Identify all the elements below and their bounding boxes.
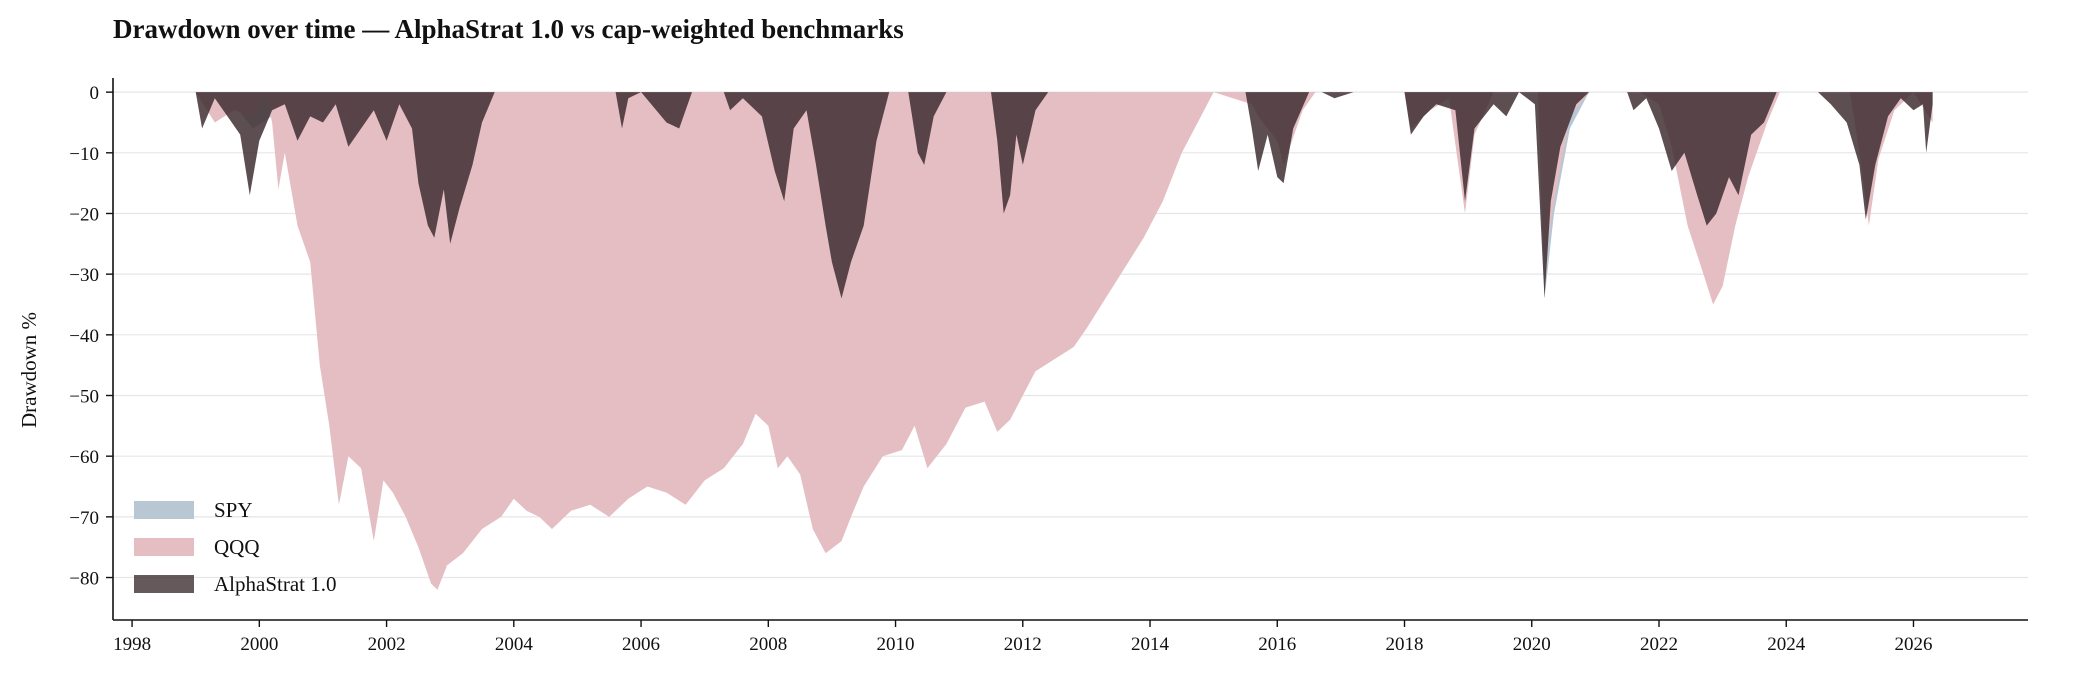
y-tick-label: −60 [69, 447, 99, 468]
x-tick-label: 2014 [1131, 634, 1170, 655]
x-tick-label: 2022 [1640, 634, 1678, 655]
y-tick-label: −10 [69, 144, 99, 165]
x-tick-label: 2002 [368, 634, 406, 655]
x-tick-label: 2012 [1004, 634, 1042, 655]
x-tick-label: 2008 [749, 634, 787, 655]
series-area-qqq [195, 92, 1933, 590]
x-tick-label: 2020 [1513, 634, 1551, 655]
legend-label-spy: SPY [214, 498, 253, 522]
y-axis-label: Drawdown % [17, 312, 41, 428]
y-tick-label: −70 [69, 508, 99, 529]
x-tick-label: 2000 [240, 634, 278, 655]
x-tick-label: 1998 [113, 634, 151, 655]
legend-swatch-spy [134, 501, 194, 519]
y-tick-label: −20 [69, 204, 99, 225]
series-layer [195, 92, 1933, 590]
legend-label-alphastrat-1-0: AlphaStrat 1.0 [214, 572, 336, 596]
legend: SPY QQQ AlphaStrat 1.0 [134, 498, 336, 596]
axes-layer: 0 −10 −20 −30 −40 −50 −60 −70 −80 1998 2000 2002 200… [17, 78, 2028, 655]
y-tick-label: −30 [69, 265, 99, 286]
x-tick-label: 2010 [877, 634, 915, 655]
y-tick-label: −80 [69, 569, 99, 590]
series-area-alphastrat-1-0 [195, 92, 1933, 299]
x-tick-label: 2016 [1258, 634, 1296, 655]
legend-label-qqq: QQQ [214, 535, 260, 559]
y-tick-label: −50 [69, 387, 99, 408]
x-tick-label: 2004 [495, 634, 534, 655]
y-tick-label: 0 [90, 83, 100, 104]
y-tick-label: −40 [69, 326, 99, 347]
chart-title: Drawdown over time — AlphaStrat 1.0 vs c… [113, 14, 904, 44]
x-tick-label: 2026 [1894, 634, 1932, 655]
x-tick-label: 2006 [622, 634, 660, 655]
legend-swatch-qqq [134, 538, 194, 556]
x-tick-label: 2024 [1767, 634, 1806, 655]
x-tick-label: 2018 [1386, 634, 1424, 655]
legend-swatch-alphastrat-1-0 [134, 575, 194, 593]
